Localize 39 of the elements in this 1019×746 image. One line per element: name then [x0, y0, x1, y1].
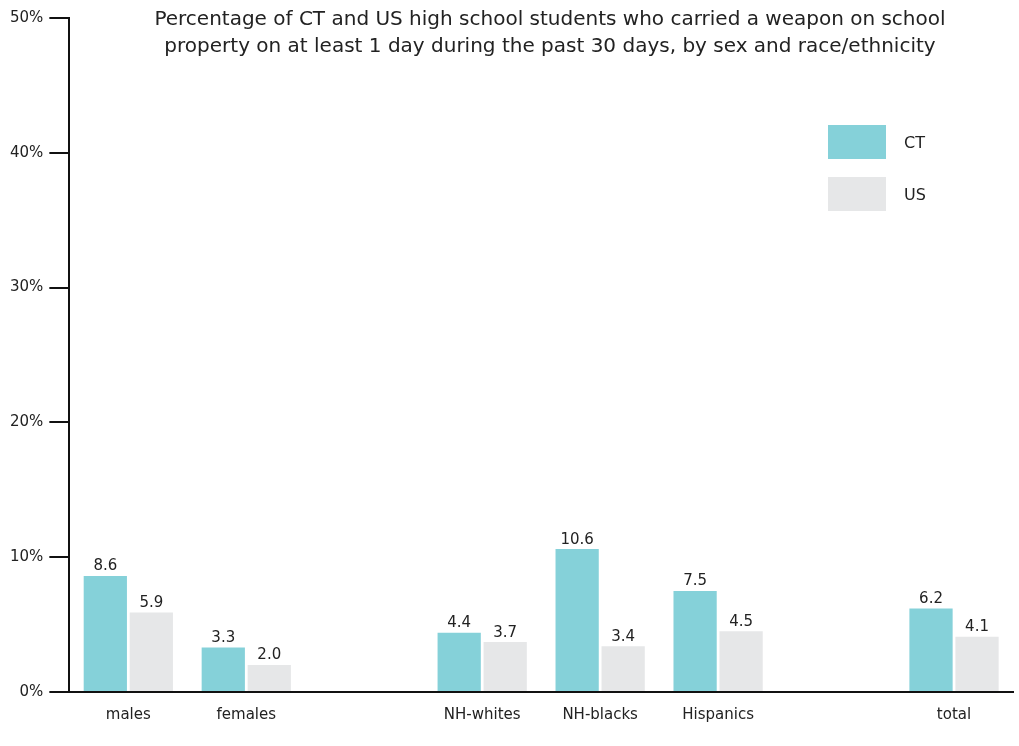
data-label: 4.1: [965, 617, 989, 636]
legend-label: US: [904, 184, 927, 204]
y-tick-label: 10%: [10, 547, 44, 566]
y-tick-label: 20%: [10, 412, 44, 431]
y-tick-label: 30%: [10, 277, 44, 296]
bar: [483, 642, 527, 691]
chart-title: Percentage of CT and US high school students who carried a weapon on school property on at least 1 day during the past 30 days, by sex and race/ethnicity: [153, 5, 947, 59]
data-label: 10.6: [560, 529, 594, 548]
bar: [719, 631, 763, 691]
data-label: 8.6: [93, 556, 118, 575]
data-label: 4.4: [447, 613, 472, 632]
bar: [83, 576, 127, 691]
x-tick-label: NH-whites: [443, 704, 521, 723]
data-label: 3.4: [611, 626, 636, 645]
bar: [955, 636, 999, 691]
x-tick-label: total: [936, 704, 972, 723]
x-tick-label: Hispanics: [682, 704, 755, 723]
bar: [201, 647, 245, 691]
data-label: 4.5: [729, 611, 754, 630]
data-label: 2.0: [257, 645, 282, 664]
y-tick-label: 50%: [10, 7, 44, 26]
x-tick-label: NH-blacks: [562, 704, 639, 723]
x-tick-label: females: [216, 704, 277, 723]
bar: [247, 665, 291, 691]
bar: [555, 549, 599, 691]
x-tick-label: males: [105, 704, 152, 723]
bar: [437, 632, 481, 691]
bar: [129, 612, 173, 691]
data-label: 3.3: [211, 627, 236, 646]
legend-label: CT: [904, 132, 926, 152]
bar: [601, 646, 645, 691]
y-tick-label: 0%: [19, 681, 44, 700]
bar: [909, 608, 953, 691]
data-label: 5.9: [139, 592, 164, 611]
bar: [673, 590, 717, 691]
data-label: 3.7: [493, 622, 518, 641]
data-label: 6.2: [919, 588, 943, 607]
y-tick-label: 40%: [10, 142, 44, 161]
data-label: 7.5: [683, 571, 708, 590]
